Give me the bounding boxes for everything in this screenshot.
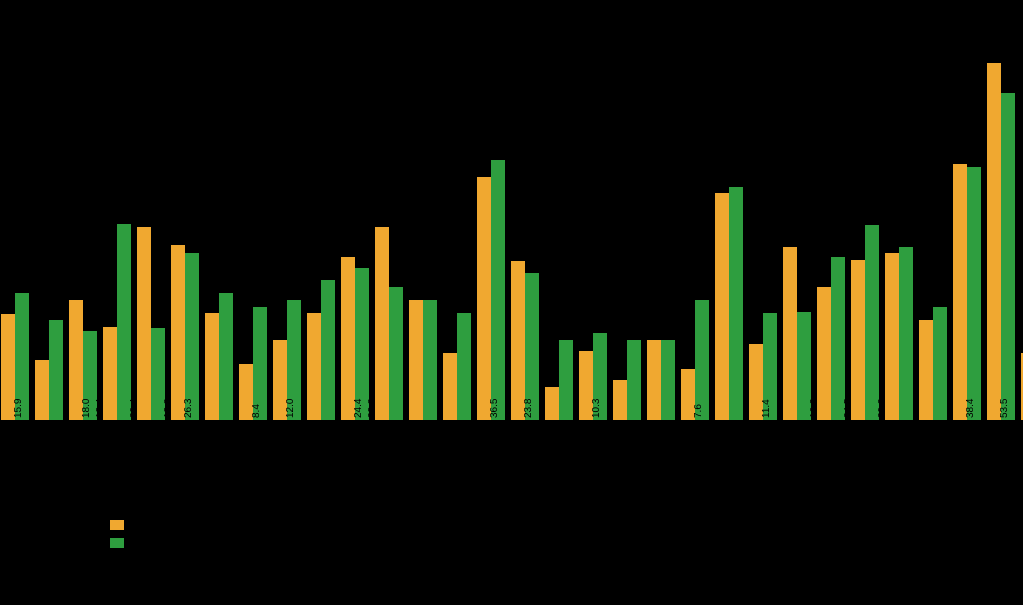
bar-series-b	[49, 320, 63, 420]
bar-series-a	[851, 260, 865, 420]
bar-series-b	[627, 340, 641, 420]
bar-series-b	[219, 293, 233, 420]
bar-series-a	[987, 63, 1001, 420]
bar-series-b	[559, 340, 573, 420]
bar-series-b	[355, 268, 369, 420]
bar-value-label: 36.5	[489, 399, 500, 418]
bar-series-b	[865, 225, 879, 420]
bar-series-b	[899, 247, 913, 420]
bar-series-a	[35, 360, 49, 420]
bar-series-a	[647, 340, 661, 420]
bar-value-label: 18.0	[81, 399, 92, 418]
bar-series-a	[919, 320, 933, 420]
bar-series-b	[491, 160, 505, 420]
legend-swatch	[110, 538, 124, 548]
bar-series-a	[953, 164, 967, 420]
bar-series-a	[375, 227, 389, 420]
bar-value-label: 38.4	[965, 399, 976, 418]
bar-value-label: 53.5	[999, 399, 1010, 418]
bar-series-a	[613, 380, 627, 420]
bar-series-a	[171, 245, 185, 420]
bar-series-b	[831, 257, 845, 420]
bar-series-a	[443, 353, 457, 420]
bar-series-a	[205, 313, 219, 420]
legend-swatch	[110, 520, 124, 530]
bar-series-a	[103, 327, 117, 420]
bar-value-label: 23.8	[523, 399, 534, 418]
bar-series-b	[117, 224, 131, 420]
bar-series-b	[423, 300, 437, 420]
bar-series-b	[661, 340, 675, 420]
bar-series-a	[341, 257, 355, 420]
bar-value-label: 15.9	[13, 399, 24, 418]
bar-value-label: 24.4	[353, 399, 364, 418]
grouped-bar-chart: 15.918.013.429.413.826.38.412.024.422.83…	[0, 0, 1023, 605]
bar-series-b	[321, 280, 335, 420]
bar-value-label: 10.3	[591, 399, 602, 418]
bar-series-a	[545, 387, 559, 420]
bar-series-b	[253, 307, 267, 420]
bar-series-b	[1001, 93, 1015, 420]
bar-series-a	[817, 287, 831, 420]
bar-series-b	[967, 167, 981, 420]
bar-series-b	[729, 187, 743, 420]
bar-series-a	[783, 247, 797, 420]
bar-series-a	[477, 177, 491, 420]
bar-series-a	[409, 300, 423, 420]
bar-series-b	[933, 307, 947, 420]
bar-series-a	[137, 227, 151, 420]
bar-series-b	[695, 300, 709, 420]
plot-area: 15.918.013.429.413.826.38.412.024.422.83…	[50, 20, 1000, 420]
bar-series-b	[185, 253, 199, 420]
bar-series-b	[389, 287, 403, 420]
bar-value-label: 8.4	[251, 404, 262, 418]
bar-value-label: 12.0	[285, 399, 296, 418]
bar-value-label: 11.4	[761, 399, 772, 418]
bar-series-a	[307, 313, 321, 420]
bar-value-label: 7.6	[693, 404, 704, 418]
bar-series-a	[511, 261, 525, 420]
bar-series-b	[457, 313, 471, 420]
bar-series-a	[715, 193, 729, 420]
bar-value-label: 26.3	[183, 399, 194, 418]
bar-series-a	[885, 253, 899, 420]
